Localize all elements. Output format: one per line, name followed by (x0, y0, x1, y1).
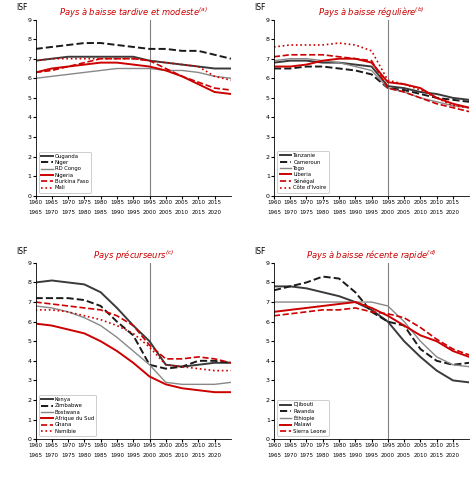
Title: Pays précurseurs$^{\mathregular{(c)}}$: Pays précurseurs$^{\mathregular{(c)}}$ (92, 248, 174, 263)
Text: ISF: ISF (255, 3, 266, 13)
Legend: Ouganda, Niger, RD Congo, Nigeria, Burkina Faso, Mali: Ouganda, Niger, RD Congo, Nigeria, Burki… (39, 152, 91, 192)
Legend: Kenya, Zimbabwe, Bostwana, Afrique du Sud, Ghana, Namibie: Kenya, Zimbabwe, Bostwana, Afrique du Su… (39, 395, 96, 436)
Legend: Tanzanie, Cameroun, Togo, Liberia, Sénégal, Côte d'Ivoire: Tanzanie, Cameroun, Togo, Liberia, Sénég… (277, 151, 328, 192)
Text: ISF: ISF (255, 247, 266, 256)
Title: Pays à baisse régulière$^{\mathregular{(b)}}$: Pays à baisse régulière$^{\mathregular{(… (318, 5, 425, 20)
Text: ISF: ISF (16, 247, 27, 256)
Title: Pays à baisse tardive et modeste$^{\mathregular{(a)}}$: Pays à baisse tardive et modeste$^{\math… (59, 5, 208, 20)
Legend: Djibouti, Rwanda, Éthiopie, Malawi, Sierra Leone: Djibouti, Rwanda, Éthiopie, Malawi, Sier… (277, 400, 328, 436)
Text: ISF: ISF (16, 3, 27, 13)
Title: Pays à baisse récente rapide$^{\mathregular{(d)}}$: Pays à baisse récente rapide$^{\mathregu… (306, 248, 437, 263)
